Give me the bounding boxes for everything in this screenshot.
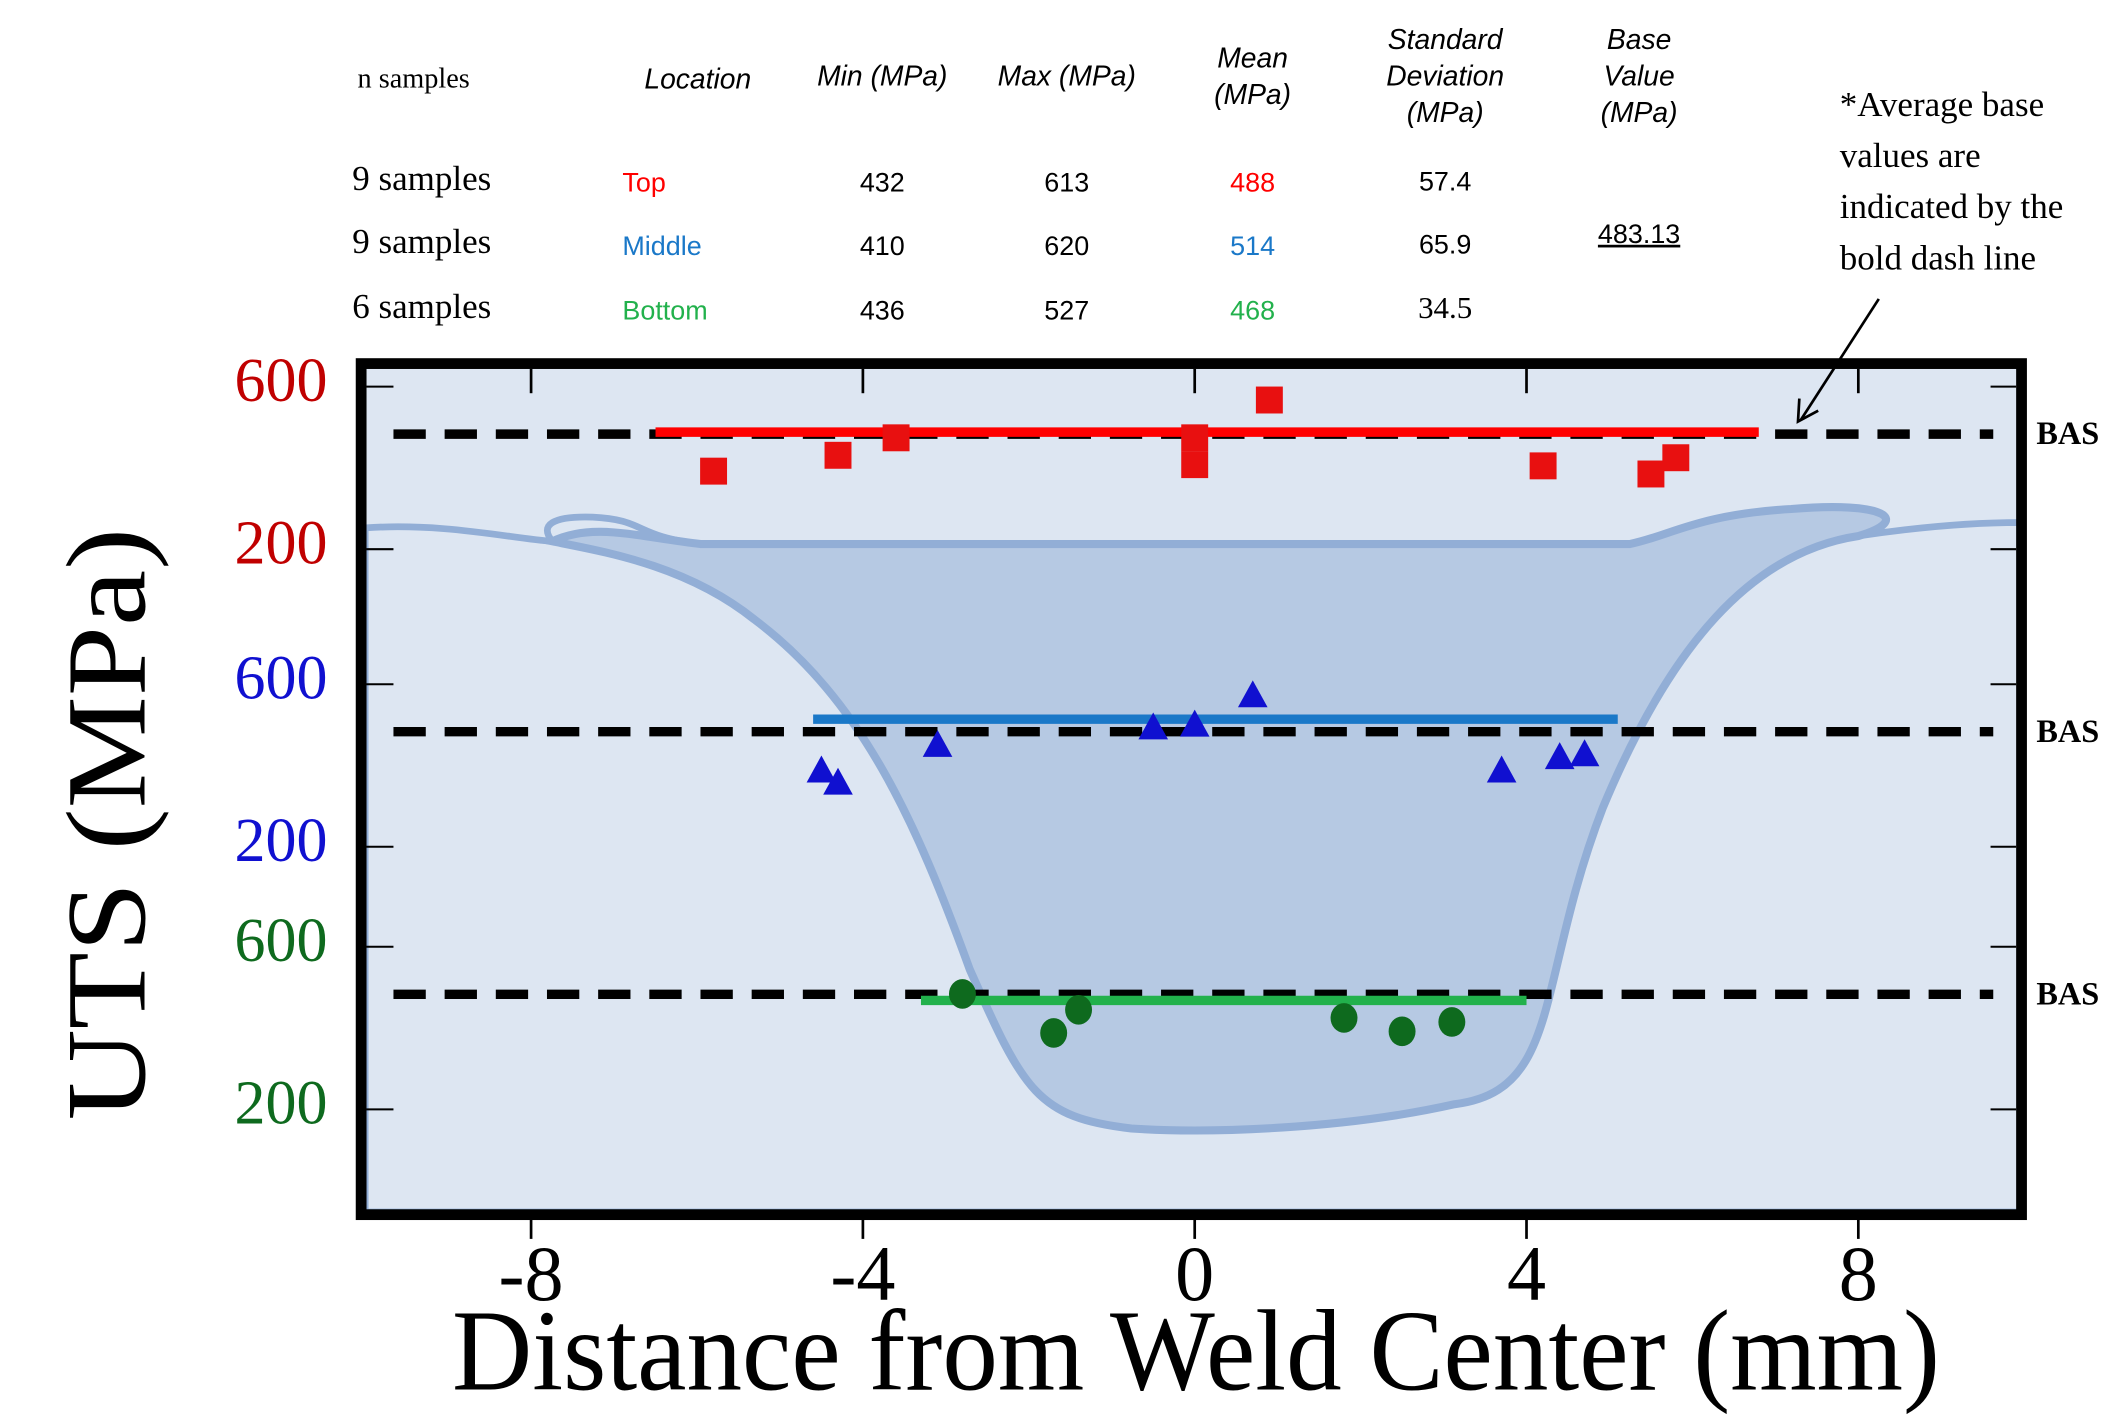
table-location: Middle xyxy=(622,231,701,261)
table-sd: 57.4 xyxy=(1419,166,1471,196)
marker xyxy=(1637,461,1664,488)
note-line: values are xyxy=(1840,136,1981,175)
y-axis-title: UTS (MPa) xyxy=(45,528,170,1121)
y-tick-label: 600 xyxy=(235,347,328,415)
table-mean: 514 xyxy=(1230,231,1275,261)
table-header: Base xyxy=(1607,23,1671,55)
table-min: 410 xyxy=(860,231,905,261)
y-tick-label: 600 xyxy=(235,907,328,975)
x-tick-label: 0 xyxy=(1175,1230,1214,1317)
table-location: Top xyxy=(622,168,665,198)
table-mean: 488 xyxy=(1230,168,1275,198)
marker xyxy=(1331,1003,1358,1033)
table-header: Max (MPa) xyxy=(998,60,1136,92)
table-n: 6 samples xyxy=(352,287,491,326)
marker xyxy=(1065,995,1092,1025)
note-line: indicated by the xyxy=(1840,187,2064,226)
table-header: (MPa) xyxy=(1214,78,1291,110)
marker xyxy=(1040,1018,1067,1048)
base-label: BAS xyxy=(2036,415,2099,451)
table-min: 432 xyxy=(860,168,905,198)
table-header: Standard xyxy=(1388,23,1504,55)
y-tick-label: 200 xyxy=(235,807,328,875)
note-line: bold dash line xyxy=(1840,238,2036,277)
table-sd: 65.9 xyxy=(1419,230,1471,260)
table-n: 9 samples xyxy=(352,159,491,198)
y-tick-label: 600 xyxy=(235,644,328,712)
table-header: Location xyxy=(644,62,751,94)
marker xyxy=(825,442,852,469)
x-tick-label: 4 xyxy=(1507,1230,1546,1317)
marker xyxy=(700,458,727,485)
x-tick-label: -8 xyxy=(499,1230,564,1317)
base-label: BAS xyxy=(2036,713,2099,749)
table-max: 527 xyxy=(1044,296,1089,326)
table-max: 620 xyxy=(1044,231,1089,261)
marker xyxy=(883,424,910,451)
table-header: Value xyxy=(1603,60,1674,92)
table-base-value: 483.13 xyxy=(1598,219,1680,249)
table-n: 9 samples xyxy=(352,222,491,261)
table-header: (MPa) xyxy=(1601,96,1678,128)
table-header: Mean xyxy=(1217,41,1288,73)
marker xyxy=(1530,452,1557,479)
y-tick-label: 200 xyxy=(235,509,328,577)
table-max: 613 xyxy=(1044,168,1089,198)
table-mean: 468 xyxy=(1230,296,1275,326)
x-tick-label: -4 xyxy=(830,1230,895,1317)
x-tick-label: 8 xyxy=(1839,1230,1878,1317)
marker xyxy=(1256,387,1283,414)
table-location: Bottom xyxy=(622,296,707,326)
table-header: n samples xyxy=(358,63,470,94)
note-line: *Average base xyxy=(1840,85,2044,124)
y-tick-label: 200 xyxy=(235,1070,328,1138)
table-sd: 34.5 xyxy=(1418,290,1472,325)
page: { "table": { "headers": [["n samples"], … xyxy=(0,0,2112,1418)
table-header: Deviation xyxy=(1386,60,1504,92)
marker xyxy=(1438,1007,1465,1037)
table-header: (MPa) xyxy=(1407,96,1484,128)
marker xyxy=(1181,451,1208,478)
base-label: BAS xyxy=(2036,975,2099,1011)
marker xyxy=(1662,444,1689,471)
marker xyxy=(1181,424,1208,451)
marker xyxy=(949,979,976,1009)
figure: UTS (MPa) Distance from Weld Center (mm)… xyxy=(0,0,2112,1418)
table-min: 436 xyxy=(860,296,905,326)
marker xyxy=(1389,1017,1416,1047)
table-header: Min (MPa) xyxy=(817,60,947,92)
